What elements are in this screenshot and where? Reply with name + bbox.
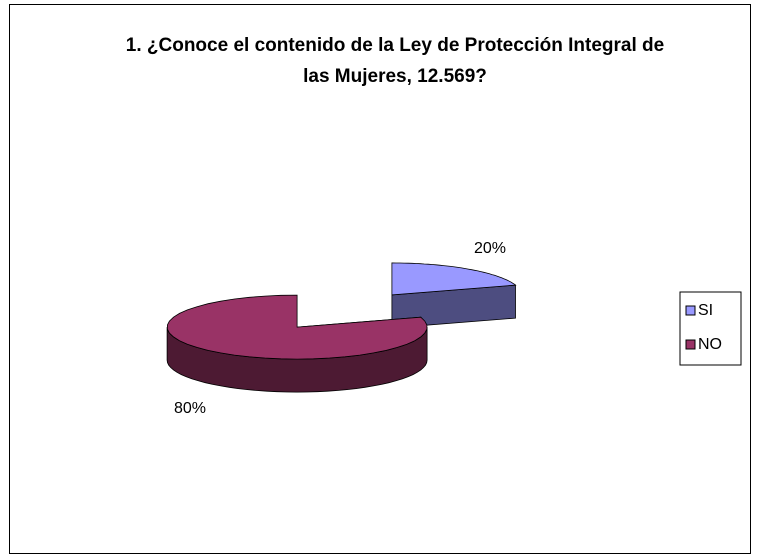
legend-label: SI — [698, 302, 713, 319]
legend-label: NO — [698, 336, 722, 353]
data-label: 20% — [474, 240, 506, 257]
legend-box — [679, 291, 742, 366]
legend-swatch — [685, 339, 696, 350]
legend-swatch — [685, 305, 696, 316]
slice — [166, 294, 428, 360]
data-label: 80% — [174, 400, 206, 417]
chart-title: 1. ¿Conoce el contenido de la Ley de Pro… — [125, 35, 665, 87]
slice — [391, 262, 517, 296]
